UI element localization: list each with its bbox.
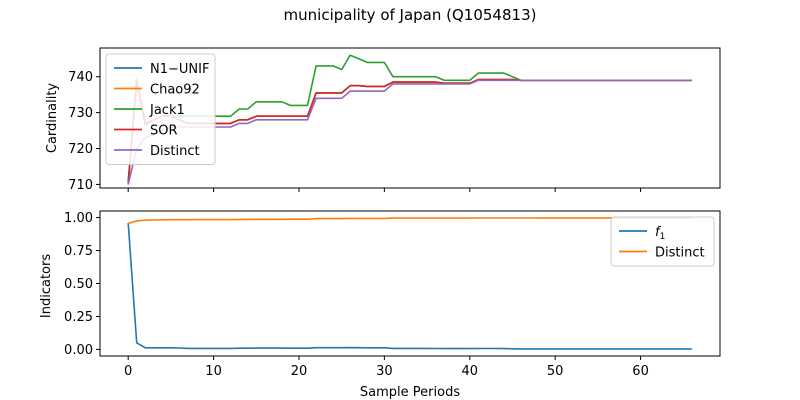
indicators-legend: f1 Distinct: [610, 216, 715, 267]
x-tick-label: 10: [205, 364, 222, 379]
x-tick-label: 0: [124, 364, 132, 379]
cardinality-legend-label: N1−UNIF: [150, 62, 209, 77]
cardinality-series-lines: [127, 54, 692, 185]
x-axis-label: Sample Periods: [360, 385, 460, 400]
indicators-panel: Indicators 0.00 0.25 0.50 0.75 1.00 0 10 20 30 4…: [39, 210, 721, 379]
x-tick-label: 60: [632, 364, 649, 379]
indicators-legend-label: Distinct: [655, 246, 705, 261]
figure-title: municipality of Japan (Q1054813): [284, 6, 537, 24]
cardinality-y-tick-label: 740: [68, 70, 93, 85]
indicators-series-line-0: [127, 222, 692, 350]
cardinality-legend-label: Distinct: [150, 144, 200, 159]
cardinality-y-tick-label: 730: [68, 106, 93, 121]
cardinality-legend-label: Chao92: [150, 83, 200, 98]
cardinality-legend-label: SOR: [150, 124, 178, 139]
indicators-x-ticks: 0 10 20 30 40 50 60: [124, 356, 649, 379]
indicators-y-tick-label: 0.75: [64, 244, 93, 259]
cardinality-y-tick-label: 720: [68, 142, 93, 157]
indicators-legend-label: f1: [655, 225, 665, 242]
indicators-legend-box: [610, 216, 715, 267]
cardinality-plot-frame: [99, 47, 721, 189]
cardinality-series-line-4: [127, 79, 692, 185]
x-tick-label: 20: [291, 364, 308, 379]
indicators-y-tick-label: 0.00: [64, 343, 93, 358]
indicators-series-line-1: [127, 217, 692, 225]
indicators-plot-frame: [99, 210, 721, 357]
x-tick-label: 40: [462, 364, 479, 379]
cardinality-y-tick-label: 710: [68, 178, 93, 193]
indicators-y-tick-label: 0.50: [64, 277, 93, 292]
cardinality-legend-label: Jack1: [149, 103, 185, 118]
cardinality-legend-box: [105, 53, 216, 165]
indicators-y-tick-label: 0.25: [64, 310, 93, 325]
indicators-y-tick-label: 1.00: [64, 211, 93, 226]
cardinality-y-axis-label: Cardinality: [45, 83, 60, 154]
cardinality-y-ticks: 710 720 730 740: [68, 70, 100, 193]
indicators-series-lines: [127, 217, 692, 350]
cardinality-legend: N1−UNIF Chao92 Jack1 SOR Distinct: [105, 53, 216, 165]
indicators-y-axis-label: Indicators: [39, 254, 54, 318]
x-tick-label: 30: [376, 364, 393, 379]
indicators-y-ticks: 0.00 0.25 0.50 0.75 1.00: [64, 211, 100, 358]
cardinality-panel: Cardinality 710 720 730 740 N1−UNIF Chao92 Ja…: [45, 47, 721, 193]
x-tick-label: 50: [547, 364, 564, 379]
cardinality-x-ticks: [127, 188, 642, 192]
